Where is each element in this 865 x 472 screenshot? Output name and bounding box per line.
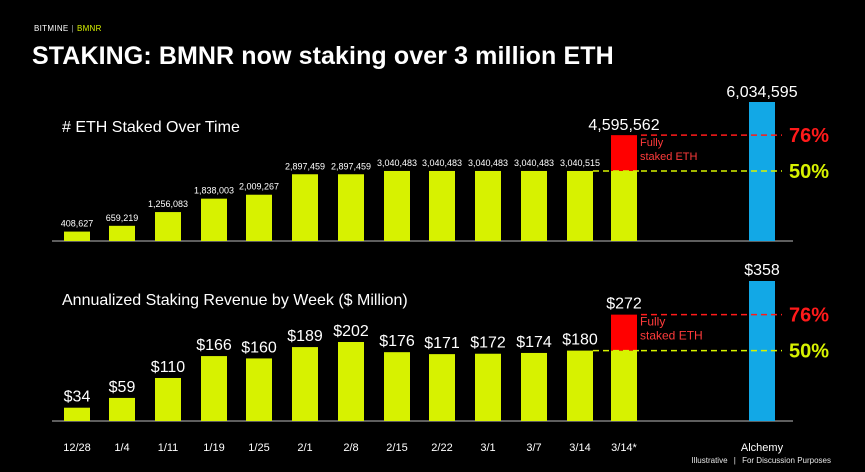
revenue-value-label: $160: [241, 339, 277, 356]
revenue-bar: [64, 407, 90, 421]
eth-staked-bar: [384, 170, 410, 241]
eth-staked-ref-label-50pct: 50%: [789, 161, 829, 183]
eth-staked-value-label: 3,040,515: [560, 158, 600, 168]
eth-staked-value-label: 3,040,483: [377, 158, 417, 168]
top-chart-title: # ETH Staked Over Time: [62, 119, 240, 136]
eth-staked-value-label: 3,040,483: [468, 158, 508, 168]
eth-staked-stack-label: Fully: [640, 137, 664, 149]
eth-staked-bar: [521, 170, 547, 241]
eth-staked-value-label: 1,256,083: [148, 199, 188, 209]
revenue-bar: [292, 347, 318, 421]
eth-staked-value-label: 3,040,483: [514, 158, 554, 168]
revenue-bar: [155, 377, 181, 421]
revenue-value-label: $34: [64, 389, 91, 406]
page-title: STAKING: BMNR now staking over 3 million…: [32, 42, 614, 70]
revenue-ref-label-76pct: 76%: [789, 305, 829, 327]
revenue-bar: [567, 350, 593, 421]
x-axis-tick-label: 2/22: [431, 442, 452, 454]
eth-staked-value-label: 659,219: [106, 213, 139, 223]
eth-staked-bar-base: [611, 170, 637, 241]
footer-right: For Discussion Purposes: [742, 456, 831, 465]
eth-staked-bar: [475, 170, 501, 241]
x-axis-tick-label: 3/1: [480, 442, 495, 454]
revenue-stack-label: staked ETH: [640, 329, 703, 343]
eth-staked-bar: [64, 231, 90, 241]
eth-staked-bar: [338, 174, 364, 241]
eth-staked-value-label: 3,040,483: [422, 158, 462, 168]
x-axis-tick-label: 1/11: [158, 442, 179, 454]
x-axis-tick-label: Alchemy: [741, 442, 784, 454]
x-axis-tick-label: 2/15: [386, 442, 407, 454]
eth-staked-value-label: 2,009,267: [239, 182, 279, 192]
eth-staked-ref-label-76pct: 76%: [789, 125, 829, 147]
revenue-bar: [475, 353, 501, 421]
revenue-ref-label-50pct: 50%: [789, 341, 829, 363]
bottom-chart-title: Annualized Staking Revenue by Week ($ Mi…: [62, 292, 408, 309]
eth-staked-stack-label: staked ETH: [640, 151, 698, 163]
revenue-value-label: $202: [333, 323, 369, 340]
revenue-value-label: $171: [424, 335, 460, 352]
eth-staked-value-label: 4,595,562: [588, 117, 659, 134]
eth-staked-value-label: 2,897,459: [331, 161, 371, 171]
revenue-bar: [246, 358, 272, 421]
revenue-bar: [521, 352, 547, 421]
eth-staked-value-label: 408,627: [61, 219, 94, 229]
eth-staked-value-label: 1,838,003: [194, 186, 234, 196]
brand-name: BITMINE: [34, 24, 69, 33]
revenue-value-label: $272: [606, 296, 642, 313]
revenue-bar-fully-staked: [611, 314, 637, 351]
revenue-bar: [109, 397, 135, 421]
x-axis-tick-label: 1/19: [203, 442, 224, 454]
revenue-value-label: $174: [516, 334, 552, 351]
footer-separator: |: [733, 456, 736, 465]
x-axis-tick-label: 1/4: [114, 442, 129, 454]
revenue-value-label: $180: [562, 332, 598, 349]
eth-staked-bar: [567, 170, 593, 241]
revenue-stack-label: Fully: [640, 315, 665, 329]
revenue-bar-base: [611, 350, 637, 421]
brand-ticker: BMNR: [76, 24, 102, 33]
footer-note: Illustrative | For Discussion Purposes: [692, 456, 831, 465]
eth-staked-bar-fully-staked: [611, 135, 637, 171]
brand-separator: |: [71, 24, 74, 33]
revenue-value-label: $189: [287, 328, 323, 345]
x-axis-tick-label: 3/14*: [611, 442, 637, 454]
eth-staked-bar: [201, 198, 227, 241]
revenue-value-label: $172: [470, 335, 506, 352]
eth-staked-bar: [246, 194, 272, 241]
x-axis-tick-label: 3/14: [569, 442, 590, 454]
revenue-value-label: $110: [151, 359, 186, 376]
x-axis-tick-label: 2/1: [297, 442, 312, 454]
footer-left: Illustrative: [691, 456, 728, 465]
eth-staked-bar: [155, 212, 181, 241]
revenue-bar: [338, 342, 364, 421]
revenue-value-label: $358: [744, 262, 780, 279]
brand-logo: BITMINE | BMNR: [34, 24, 102, 33]
x-axis-tick-label: 2/8: [343, 442, 358, 454]
x-axis-tick-label: 12/28: [63, 442, 91, 454]
eth-staked-value-label: 6,034,595: [726, 84, 797, 101]
eth-staked-bar: [109, 225, 135, 241]
revenue-value-label: $166: [196, 337, 232, 354]
eth-staked-bar: [429, 170, 455, 241]
x-axis-tick-label: 1/25: [248, 442, 269, 454]
revenue-value-label: $59: [109, 379, 136, 396]
eth-staked-value-label: 2,897,459: [285, 161, 325, 171]
revenue-bar: [429, 354, 455, 421]
revenue-value-label: $176: [379, 333, 415, 350]
revenue-bar: [201, 356, 227, 421]
revenue-bar: [384, 352, 410, 421]
x-axis-tick-label: 3/7: [526, 442, 541, 454]
eth-staked-bar: [292, 174, 318, 241]
